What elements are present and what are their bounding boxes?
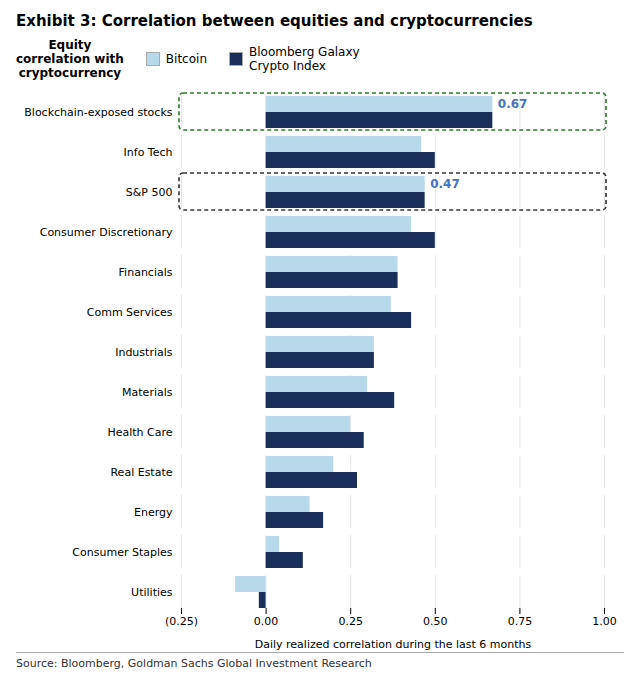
svg-text:Comm Services: Comm Services (87, 306, 173, 319)
svg-text:0.00: 0.00 (254, 615, 279, 628)
svg-text:Health Care: Health Care (107, 426, 172, 439)
svg-text:0.50: 0.50 (423, 615, 448, 628)
svg-text:Consumer Discretionary: Consumer Discretionary (40, 226, 173, 239)
html-text:Exhibit 3: Correlation between: Exhibit 3: Correlation between equities … (16, 12, 533, 30)
svg-text:(0.25): (0.25) (165, 615, 198, 628)
svg-text:0.47: 0.47 (430, 177, 460, 191)
svg-text:Industrials: Industrials (115, 346, 173, 359)
html-text:Bitcoin: Bitcoin (165, 52, 207, 66)
html-text:Source: Bloomberg, Goldman Sac: Source: Bloomberg, Goldman Sachs Global … (16, 657, 372, 670)
svg-text:Materials: Materials (122, 386, 173, 399)
svg-text:0.75: 0.75 (508, 615, 533, 628)
svg-text:Energy: Energy (134, 506, 173, 519)
svg-text:S&P 500: S&P 500 (126, 186, 173, 199)
svg-text:0.67: 0.67 (498, 97, 528, 111)
svg-text:0.25: 0.25 (338, 615, 363, 628)
svg-text:Utilities: Utilities (131, 586, 173, 599)
svg-text:1.00: 1.00 (592, 615, 617, 628)
svg-text:Financials: Financials (119, 266, 173, 279)
html-text:Equity correlation with crypto: Equity correlation with cryptocurrency (16, 38, 124, 80)
svg-text:Blockchain-exposed stocks: Blockchain-exposed stocks (24, 106, 172, 119)
svg-text:Info Tech: Info Tech (124, 146, 173, 159)
html-text:Bloomberg Galaxy Crypto Index: Bloomberg Galaxy Crypto Index (249, 45, 360, 73)
svg-text:Real Estate: Real Estate (110, 466, 172, 479)
svg-text:Consumer Staples: Consumer Staples (72, 546, 172, 559)
svg-text:Daily realized correlation dur: Daily realized correlation during the la… (255, 638, 532, 651)
